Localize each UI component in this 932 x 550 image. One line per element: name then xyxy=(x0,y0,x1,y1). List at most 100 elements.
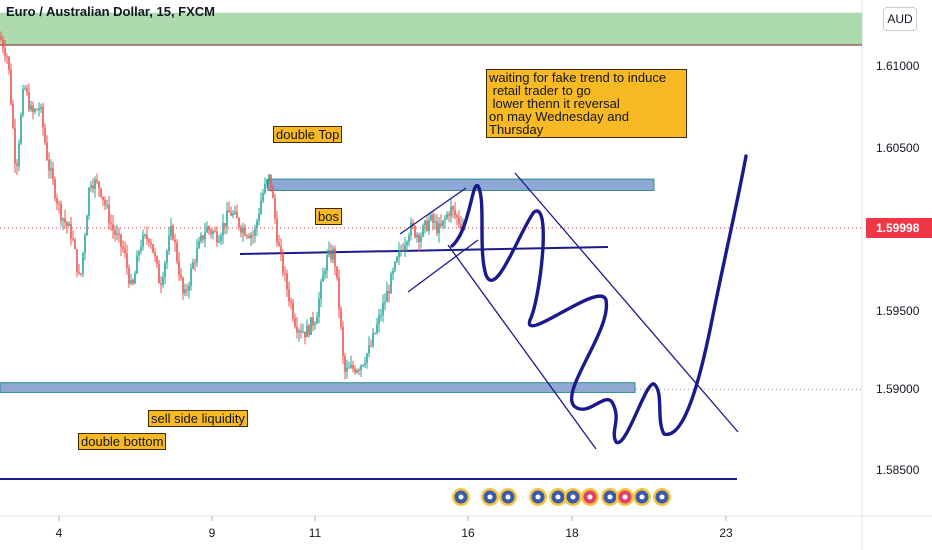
candle-body xyxy=(100,188,102,197)
candle-body xyxy=(50,168,52,171)
candle-body xyxy=(196,248,198,263)
candle-body xyxy=(268,174,270,180)
candle-body xyxy=(144,234,146,236)
candle-body xyxy=(112,224,114,231)
x-tick: 9 xyxy=(208,526,216,540)
candle-body xyxy=(328,250,330,256)
candle-body xyxy=(180,274,182,278)
candle-body xyxy=(320,281,322,299)
candle-body xyxy=(208,226,210,231)
candle-body xyxy=(362,364,364,366)
candle-body xyxy=(224,223,226,227)
candle-body xyxy=(250,234,252,238)
candle-body xyxy=(324,270,326,275)
note-bos[interactable]: bos xyxy=(315,208,342,225)
candle-body xyxy=(356,370,358,373)
candle-body xyxy=(316,316,318,324)
candle-body xyxy=(448,213,450,216)
candle-body xyxy=(314,323,316,326)
candle-body xyxy=(58,203,60,205)
candle-body xyxy=(134,273,136,284)
candle-body xyxy=(416,234,418,238)
event-marker-dot xyxy=(622,494,628,500)
candle-body xyxy=(162,276,164,285)
event-marker-dot xyxy=(587,494,593,500)
candle-body xyxy=(62,218,64,221)
candle-body xyxy=(354,368,356,373)
event-marker-dot xyxy=(555,494,561,500)
candle-body xyxy=(394,261,396,271)
event-marker-dot xyxy=(659,494,665,500)
candle-body xyxy=(430,214,432,220)
channel-lower-line xyxy=(447,244,597,450)
candle-body xyxy=(458,217,460,224)
candle-body xyxy=(246,235,248,237)
candle-body xyxy=(310,317,312,335)
candle-body xyxy=(270,174,272,188)
candle-body xyxy=(160,283,162,285)
candle-body xyxy=(192,262,194,269)
candle-body xyxy=(126,253,128,268)
currency-button[interactable]: AUD xyxy=(883,7,917,31)
y-tick: 1.59000 xyxy=(876,382,920,396)
candle-body xyxy=(94,179,96,189)
current-price-label: 1.59998 xyxy=(866,218,932,238)
candle-body xyxy=(194,262,196,264)
y-tick: 1.59500 xyxy=(876,304,920,318)
candle-body xyxy=(286,273,288,290)
candle-body xyxy=(114,230,116,235)
x-tick: 4 xyxy=(55,526,63,540)
candle-body xyxy=(82,252,84,274)
candle-body xyxy=(132,280,134,284)
candle-body xyxy=(106,204,108,206)
chart-title: Euro / Australian Dollar, 15, FXCM xyxy=(6,4,216,19)
candle-body xyxy=(378,315,380,325)
candle-body xyxy=(150,242,152,245)
candle-body xyxy=(242,227,244,233)
candle-body xyxy=(164,262,166,277)
candle-body xyxy=(236,211,238,219)
candle-body xyxy=(28,92,30,110)
candle-body xyxy=(428,219,430,231)
candle-body xyxy=(34,109,36,112)
supply-zone xyxy=(0,12,862,45)
double-bottom-zone xyxy=(0,382,636,393)
candle-body xyxy=(460,223,462,229)
candle-body xyxy=(454,209,456,216)
candle-body xyxy=(154,252,156,257)
candle-body xyxy=(238,218,240,228)
candle-body xyxy=(398,250,400,258)
candle-body xyxy=(92,185,94,189)
candle-body xyxy=(128,267,130,284)
candle-body xyxy=(20,115,22,144)
candle-body xyxy=(200,235,202,242)
candle-body xyxy=(212,231,214,234)
candle-body xyxy=(240,227,242,233)
note-double-top[interactable]: double Top xyxy=(273,126,343,143)
candle-body xyxy=(348,367,350,369)
projected-price-path xyxy=(450,154,748,444)
candle-body xyxy=(392,270,394,274)
candle-body xyxy=(456,215,458,218)
note-double-bottom[interactable]: double bottom xyxy=(78,433,167,450)
candle-body xyxy=(332,248,334,260)
candle-body xyxy=(14,127,16,164)
candle-body xyxy=(304,331,306,338)
candle-body xyxy=(142,235,144,247)
candle-body xyxy=(358,370,360,372)
candle-body xyxy=(48,159,50,171)
candle-body xyxy=(120,234,122,247)
candle-body xyxy=(444,218,446,221)
candle-body xyxy=(46,142,48,160)
candle-body xyxy=(400,249,402,251)
candle-body xyxy=(350,365,352,368)
candle-body xyxy=(410,222,412,236)
candle-body xyxy=(384,301,386,304)
candle-body xyxy=(80,273,82,275)
note-sell-side-liquidity[interactable]: sell side liquidity xyxy=(148,410,248,427)
candle-body xyxy=(88,187,90,216)
note-waiting[interactable]: waiting for fake trend to induce retail … xyxy=(486,69,687,138)
wedge-lower-line xyxy=(407,239,479,293)
candle-body xyxy=(56,198,58,204)
